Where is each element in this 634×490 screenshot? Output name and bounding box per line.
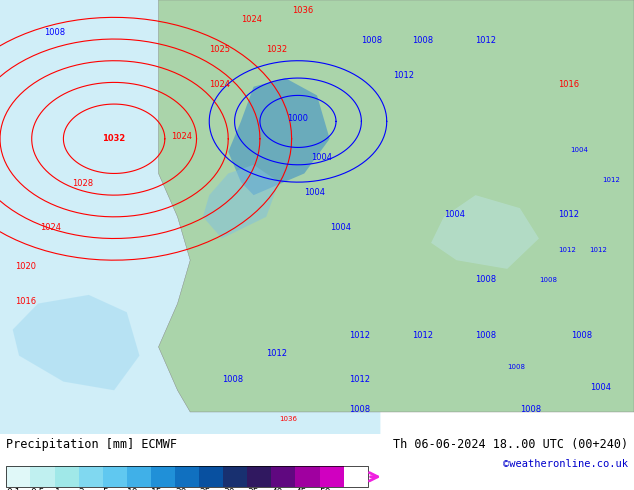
Text: 1032: 1032 xyxy=(103,134,126,143)
Bar xyxy=(247,466,271,487)
Text: 1012: 1012 xyxy=(393,71,414,80)
Text: 1008: 1008 xyxy=(507,364,525,369)
Text: 0.1: 0.1 xyxy=(6,489,21,490)
Text: 5: 5 xyxy=(103,489,108,490)
Text: 1008: 1008 xyxy=(349,405,370,414)
Text: 1004: 1004 xyxy=(311,153,332,163)
Polygon shape xyxy=(431,195,539,269)
Text: 2: 2 xyxy=(79,489,84,490)
Text: 25: 25 xyxy=(199,489,210,490)
Text: 1012: 1012 xyxy=(412,331,433,340)
Text: Th 06-06-2024 18..00 UTC (00+240): Th 06-06-2024 18..00 UTC (00+240) xyxy=(392,438,628,451)
Bar xyxy=(175,466,199,487)
Text: 1024: 1024 xyxy=(171,132,192,141)
Text: 1012: 1012 xyxy=(590,246,607,252)
Bar xyxy=(30,466,55,487)
Polygon shape xyxy=(203,165,279,239)
Text: 1008: 1008 xyxy=(361,36,382,46)
Bar xyxy=(199,466,223,487)
Text: 1028: 1028 xyxy=(72,179,93,189)
Text: 1012: 1012 xyxy=(349,331,370,340)
Text: 1008: 1008 xyxy=(476,331,496,340)
Bar xyxy=(79,466,103,487)
Polygon shape xyxy=(158,0,634,412)
Bar xyxy=(103,466,127,487)
Text: Precipitation [mm] ECMWF: Precipitation [mm] ECMWF xyxy=(6,438,178,451)
Text: ©weatheronline.co.uk: ©weatheronline.co.uk xyxy=(503,459,628,469)
Text: 1024: 1024 xyxy=(241,15,262,24)
Bar xyxy=(127,466,151,487)
Text: 1008: 1008 xyxy=(539,277,557,283)
Text: 1004: 1004 xyxy=(330,223,351,232)
Text: 35: 35 xyxy=(247,489,259,490)
FancyBboxPatch shape xyxy=(0,0,380,490)
Bar xyxy=(320,466,344,487)
Text: 40: 40 xyxy=(271,489,283,490)
Text: 1036: 1036 xyxy=(279,416,297,421)
Text: 1004: 1004 xyxy=(444,210,465,219)
Text: 1008: 1008 xyxy=(571,331,592,340)
Text: 1016: 1016 xyxy=(15,296,36,306)
Text: 0.5: 0.5 xyxy=(30,489,45,490)
Text: 1008: 1008 xyxy=(412,36,433,46)
Text: 1008: 1008 xyxy=(476,275,496,284)
Text: 45: 45 xyxy=(295,489,307,490)
Text: 1032: 1032 xyxy=(266,45,287,54)
Text: 1012: 1012 xyxy=(476,36,496,46)
Text: 30: 30 xyxy=(223,489,235,490)
Text: 1012: 1012 xyxy=(558,210,579,219)
Text: 1008: 1008 xyxy=(44,28,65,37)
Text: 1008: 1008 xyxy=(520,405,541,414)
Bar xyxy=(6,466,30,487)
Text: 1020: 1020 xyxy=(15,262,36,271)
Bar xyxy=(223,466,247,487)
Text: 1012: 1012 xyxy=(266,348,287,358)
Text: 15: 15 xyxy=(151,489,162,490)
Text: 1012: 1012 xyxy=(558,246,576,252)
Bar xyxy=(151,466,175,487)
Text: 1000: 1000 xyxy=(287,115,309,123)
Text: 1004: 1004 xyxy=(590,383,611,392)
Text: 1004: 1004 xyxy=(571,147,588,153)
Text: 1025: 1025 xyxy=(209,45,230,54)
Text: 1036: 1036 xyxy=(292,6,313,15)
Text: 1008: 1008 xyxy=(222,375,243,384)
Bar xyxy=(295,466,320,487)
Text: 1004: 1004 xyxy=(304,188,325,197)
Polygon shape xyxy=(13,295,139,390)
Bar xyxy=(6,466,368,487)
Text: 1024: 1024 xyxy=(40,223,61,232)
Text: 1012: 1012 xyxy=(602,177,620,183)
Text: 1016: 1016 xyxy=(558,80,579,89)
Bar xyxy=(55,466,79,487)
Text: 10: 10 xyxy=(127,489,138,490)
Text: 1024: 1024 xyxy=(209,80,230,89)
Text: 50: 50 xyxy=(320,489,331,490)
Text: 1012: 1012 xyxy=(349,375,370,384)
Bar xyxy=(271,466,295,487)
Polygon shape xyxy=(228,78,330,195)
Text: 1: 1 xyxy=(55,489,60,490)
Text: 20: 20 xyxy=(175,489,186,490)
